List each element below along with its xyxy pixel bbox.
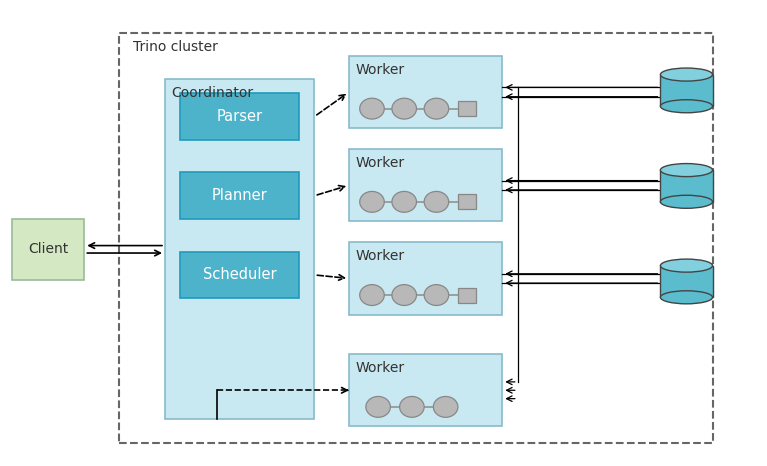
FancyBboxPatch shape [349,149,502,221]
Text: Worker: Worker [355,63,404,77]
FancyBboxPatch shape [12,219,84,280]
Text: Worker: Worker [355,361,404,375]
FancyBboxPatch shape [458,101,476,116]
FancyBboxPatch shape [180,172,299,219]
FancyBboxPatch shape [180,252,299,298]
Ellipse shape [660,195,713,208]
Ellipse shape [660,68,713,81]
Ellipse shape [424,285,449,306]
Ellipse shape [392,192,416,212]
Ellipse shape [360,285,384,306]
Ellipse shape [366,397,390,418]
Ellipse shape [392,98,416,119]
Ellipse shape [660,100,713,113]
Ellipse shape [400,397,424,418]
FancyBboxPatch shape [660,170,713,202]
Ellipse shape [433,397,458,418]
Text: Trino cluster: Trino cluster [133,40,218,54]
Text: Coordinator: Coordinator [171,86,253,100]
Ellipse shape [360,192,384,212]
FancyBboxPatch shape [165,79,314,419]
FancyBboxPatch shape [660,75,713,106]
Text: Client: Client [28,242,68,256]
FancyBboxPatch shape [458,194,476,209]
Ellipse shape [424,98,449,119]
FancyBboxPatch shape [349,242,502,315]
FancyBboxPatch shape [180,93,299,140]
Text: Parser: Parser [216,109,263,124]
FancyBboxPatch shape [660,266,713,297]
Text: Worker: Worker [355,249,404,263]
Ellipse shape [392,285,416,306]
Ellipse shape [360,98,384,119]
Ellipse shape [660,259,713,272]
FancyBboxPatch shape [349,354,502,426]
FancyBboxPatch shape [349,56,502,128]
Text: Scheduler: Scheduler [203,267,276,282]
FancyBboxPatch shape [458,288,476,302]
Ellipse shape [424,192,449,212]
Ellipse shape [660,164,713,177]
Text: Planner: Planner [212,188,268,203]
Ellipse shape [660,291,713,304]
Text: Worker: Worker [355,156,404,170]
